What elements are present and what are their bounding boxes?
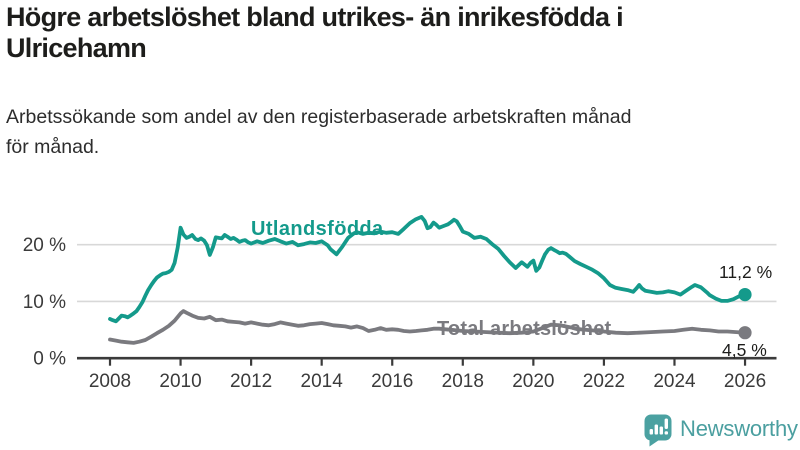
x-tick-label: 2020 <box>512 371 554 392</box>
x-tick-label: 2018 <box>442 371 484 392</box>
x-tick-label: 2024 <box>653 371 696 392</box>
series-end-dot-1 <box>738 326 752 340</box>
series-line-0 <box>108 214 747 324</box>
chart-title: Högre arbetslöshet bland utrikes- än inr… <box>6 2 624 63</box>
series-line-1 <box>108 309 747 345</box>
logo-exclamation-stem <box>664 418 668 429</box>
newsworthy-logo-icon <box>644 414 672 447</box>
series-label-utlandsfodda: Utlandsfödda <box>251 218 384 240</box>
series-label-total-arbetsloshet: Total arbetslöshet <box>437 318 612 340</box>
logo-bar-3 <box>659 426 663 435</box>
x-tick-label: 2026 <box>724 371 766 392</box>
x-tick-label: 2022 <box>583 371 625 392</box>
y-tick-label: 20 % <box>23 235 66 256</box>
end-value-label-utlandsfodda: 11,2 % <box>719 262 773 282</box>
x-tick-label: 2008 <box>89 371 131 392</box>
end-value-label-total-arbetsloshet: 4,5 % <box>722 340 767 360</box>
newsworthy-logo[interactable]: Newsworthy <box>644 414 798 448</box>
x-tick-label: 2010 <box>159 371 201 392</box>
y-tick-label: 0 % <box>33 349 66 370</box>
newsworthy-brand-text: Newsworthy <box>680 416 798 441</box>
x-tick-label: 2012 <box>230 371 272 392</box>
logo-bubble-tail <box>649 438 659 447</box>
logo-bar-1 <box>649 429 653 435</box>
y-tick-label: 10 % <box>23 292 66 313</box>
x-tick-label: 2016 <box>371 371 413 392</box>
logo-bar-2 <box>654 424 658 435</box>
logo-exclamation-dot <box>664 431 668 435</box>
x-tick-label: 2014 <box>301 371 344 392</box>
series-end-dot-0 <box>738 288 752 302</box>
chart-subtitle: Arbetssökande som andel av den registerb… <box>6 106 632 158</box>
